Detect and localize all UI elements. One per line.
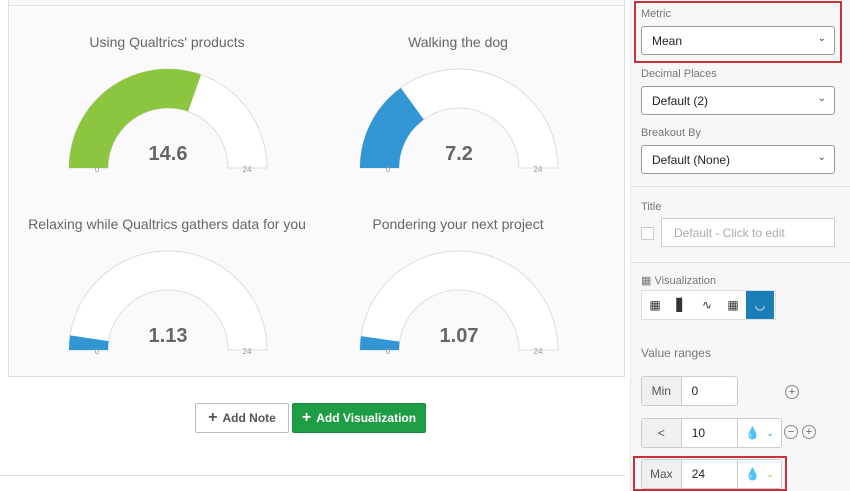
divider <box>631 186 850 187</box>
gauge-max-label: 24 <box>534 165 543 174</box>
chevron-down-icon: ⌄ <box>817 33 826 44</box>
gauge-value: 1.13 <box>149 325 188 347</box>
max-highlight <box>633 456 787 491</box>
gauge-value: 14.6 <box>149 143 188 165</box>
settings-panel: Metric Mean ⌄ Decimal Places Default (2) ⌄… <box>630 0 850 491</box>
gauge-max-label: 24 <box>534 347 543 356</box>
gauge-icon[interactable]: ◡ <box>746 291 774 319</box>
gauge-track <box>359 250 559 351</box>
gauge-title: Pondering your next project <box>372 216 544 232</box>
metric-value: Mean <box>652 34 683 48</box>
visualization-label: ▦ Visualization <box>641 274 716 287</box>
gauge-fill <box>69 69 202 168</box>
gauge-min-label: 0 <box>386 165 391 174</box>
plus-icon: + <box>208 409 218 426</box>
remove-range-icon[interactable]: − <box>784 425 798 439</box>
gauge-min-label: 0 <box>386 347 391 356</box>
gauge-title: Walking the dog <box>408 34 508 50</box>
decimal-places-select[interactable]: Default (2) ⌄ <box>641 86 835 115</box>
metric-select[interactable]: Mean ⌄ <box>641 26 835 55</box>
title-input[interactable]: Default - Click to edit <box>661 218 835 247</box>
add-range-icon[interactable]: + <box>802 425 816 439</box>
dashboard-canvas: Using Qualtrics' products 14.6 0 24 Walking … <box>8 0 625 377</box>
gauge-max-label: 24 <box>243 165 252 174</box>
metric-label: Metric <box>641 8 671 20</box>
data-table-icon[interactable]: ▦ <box>727 298 739 312</box>
add-note-button[interactable]: + Add Note <box>195 403 289 433</box>
divider <box>9 5 624 6</box>
chevron-down-icon: ⌄ <box>817 93 826 104</box>
gauge-title: Using Qualtrics' products <box>89 34 245 50</box>
visualization-type-picker: ▦ ▋ ∿ ▦ ◡ <box>641 290 776 320</box>
gauge-value: 1.07 <box>440 325 479 347</box>
range-min: Min 0 <box>641 376 738 406</box>
range-min-input[interactable]: 0 <box>691 384 699 398</box>
title-placeholder: Default - Click to edit <box>674 226 785 240</box>
chevron-down-icon: ⌄ <box>766 427 774 438</box>
chevron-down-icon: ⌄ <box>817 152 826 163</box>
range-value-input[interactable]: 10 <box>691 426 706 440</box>
droplet-icon: 💧 <box>745 426 761 440</box>
plus-icon: + <box>301 409 312 426</box>
visualization-icon: ▦ <box>641 275 655 287</box>
gauge-max-label: 24 <box>243 347 252 356</box>
gauge-chart: Pondering your next project 1.07 0 24 <box>308 182 608 372</box>
gauge-fill <box>69 335 109 350</box>
breakout-value: Default (None) <box>652 153 731 167</box>
visualization-label-text: Visualization <box>654 275 717 287</box>
range-key: < <box>642 419 682 447</box>
range-max: Max 24 💧 ⌄ <box>641 459 782 489</box>
gauge-chart: Walking the dog 7.2 0 24 <box>308 0 608 190</box>
range-key: Max <box>642 460 682 488</box>
gauge-fill <box>360 87 424 168</box>
gauge-chart: Using Qualtrics' products 14.6 0 24 <box>17 0 317 190</box>
divider <box>631 262 850 263</box>
gauge-title: Relaxing while Qualtrics gathers data fo… <box>28 216 306 232</box>
range-key: Min <box>642 377 682 405</box>
breakout-label: Breakout By <box>641 127 701 139</box>
breakout-select[interactable]: Default (None) ⌄ <box>641 145 835 174</box>
gauge-fill <box>360 336 400 350</box>
gauge-value: 7.2 <box>445 143 473 165</box>
gauge-chart: Relaxing while Qualtrics gathers data fo… <box>17 182 317 372</box>
table-grid-icon[interactable]: ▦ <box>649 298 661 312</box>
divider <box>0 475 625 476</box>
decimal-places-value: Default (2) <box>652 94 709 108</box>
droplet-icon: 💧 <box>745 467 761 481</box>
bar-chart-icon[interactable]: ▋ <box>676 298 686 312</box>
chevron-down-icon: ⌄ <box>766 468 774 479</box>
color-picker[interactable]: 💧 ⌄ <box>737 419 781 447</box>
value-ranges-label: Value ranges <box>641 346 711 360</box>
add-note-label: Add Note <box>222 411 276 425</box>
add-visualization-button[interactable]: + Add Visualization <box>292 403 426 433</box>
decimal-places-label: Decimal Places <box>641 68 717 80</box>
range-row: < 10 💧 ⌄ <box>641 418 782 448</box>
add-range-icon[interactable]: + <box>785 385 799 399</box>
line-chart-icon[interactable]: ∿ <box>701 298 713 312</box>
title-label: Title <box>641 201 662 213</box>
gauge-min-label: 0 <box>95 347 100 356</box>
gauge-track <box>68 250 268 351</box>
color-picker[interactable]: 💧 ⌄ <box>737 460 781 488</box>
title-checkbox[interactable] <box>641 227 654 240</box>
metric-highlight <box>634 1 842 63</box>
add-visualization-label: Add Visualization <box>316 411 417 425</box>
range-max-input[interactable]: 24 <box>691 467 706 481</box>
gauge-min-label: 0 <box>95 165 100 174</box>
